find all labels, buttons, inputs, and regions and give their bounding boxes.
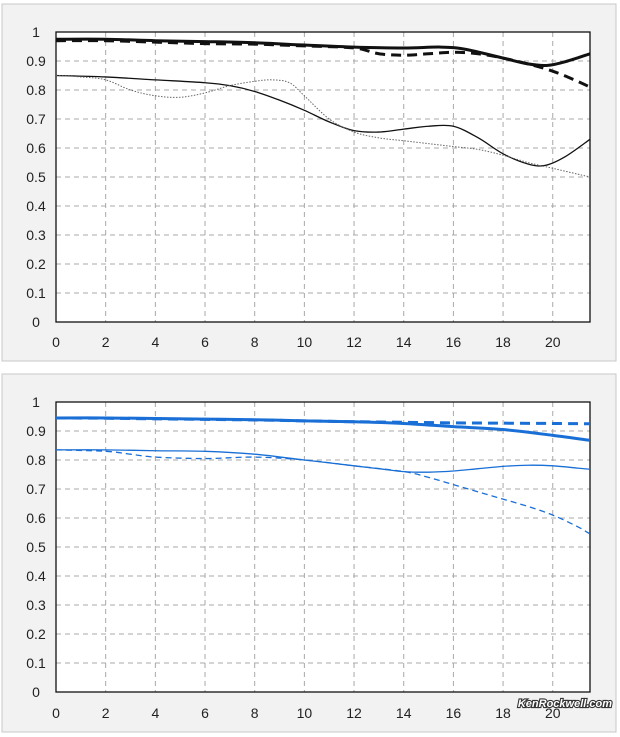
x-tick-label: 8 <box>251 334 259 350</box>
y-tick-label: 0.9 <box>26 53 46 69</box>
x-tick-label: 6 <box>201 705 209 721</box>
y-tick-label: 0.4 <box>26 568 46 584</box>
x-tick-label: 18 <box>495 334 511 350</box>
x-tick-label: 16 <box>446 705 462 721</box>
x-tick-label: 20 <box>545 705 561 721</box>
x-tick-label: 8 <box>251 705 259 721</box>
gridlines <box>56 31 590 322</box>
x-tick-label: 0 <box>52 705 60 721</box>
y-tick-label: 0.6 <box>26 510 46 526</box>
y-tick-label: 0.4 <box>26 198 46 214</box>
y-tick-label: 0.8 <box>26 452 46 468</box>
y-tick-label: 0.7 <box>26 111 46 127</box>
y-tick-label: 0.3 <box>26 597 46 613</box>
series-line-2-thick-dashed <box>56 416 590 426</box>
y-tick-label: 0.2 <box>26 626 46 642</box>
chart-panel-2: 0 2 4 6 8 10 12 14 16 18 20 0 0.1 0.2 0.3 0.4 0.5 0.6 0.7 0… <box>1 373 617 733</box>
series-line-3-thin-solid <box>56 449 590 473</box>
x-tick-label: 10 <box>297 334 313 350</box>
y-tick-label: 0.5 <box>26 169 46 185</box>
series-line-4-thin-dashed <box>56 449 590 535</box>
series-line-3-thin-solid <box>56 74 590 167</box>
y-tick-label: 0.7 <box>26 481 46 497</box>
x-tick-label: 14 <box>396 705 412 721</box>
x-tick-label: 2 <box>102 334 110 350</box>
y-tick-label: 1 <box>32 24 40 40</box>
x-tick-label: 2 <box>102 705 110 721</box>
y-tick-label: 0.2 <box>26 256 46 272</box>
y-tick-label: 0 <box>32 684 40 700</box>
y-tick-label: 0.5 <box>26 539 46 555</box>
x-tick-label: 12 <box>346 334 362 350</box>
y-tick-label: 0.8 <box>26 82 46 98</box>
plot-frame <box>55 401 591 693</box>
x-tick-label: 4 <box>151 705 159 721</box>
y-tick-label: 0.1 <box>26 655 46 671</box>
y-tick-label: 0 <box>32 314 40 330</box>
x-tick-label: 6 <box>201 334 209 350</box>
x-tick-label: 12 <box>346 705 362 721</box>
x-tick-label: 10 <box>297 705 313 721</box>
chart-panel-1: 0 2 4 6 8 10 12 14 16 18 20 0 0.1 0.2 0.3 0.4 0.5 0.6 0.7 0… <box>1 3 617 362</box>
x-tick-label: 18 <box>495 705 511 721</box>
series-line-1-thick-solid <box>56 37 590 67</box>
y-tick-label: 0.3 <box>26 227 46 243</box>
x-tick-label: 14 <box>396 334 412 350</box>
y-tick-label: 0.6 <box>26 140 46 156</box>
y-tick-label: 0.1 <box>26 285 46 301</box>
x-tick-label: 20 <box>545 334 561 350</box>
y-tick-label: 0.9 <box>26 423 46 439</box>
x-tick-label: 16 <box>446 334 462 350</box>
x-tick-label: 4 <box>151 334 159 350</box>
series-line-2-thick-dashed <box>56 39 590 89</box>
x-tick-label: 0 <box>52 334 60 350</box>
watermark: KenRockwell.com <box>517 697 614 711</box>
watermark-text: KenRockwell.com <box>518 698 612 710</box>
series-line-4-thin-dotted <box>56 75 590 178</box>
y-tick-label: 1 <box>32 394 40 410</box>
